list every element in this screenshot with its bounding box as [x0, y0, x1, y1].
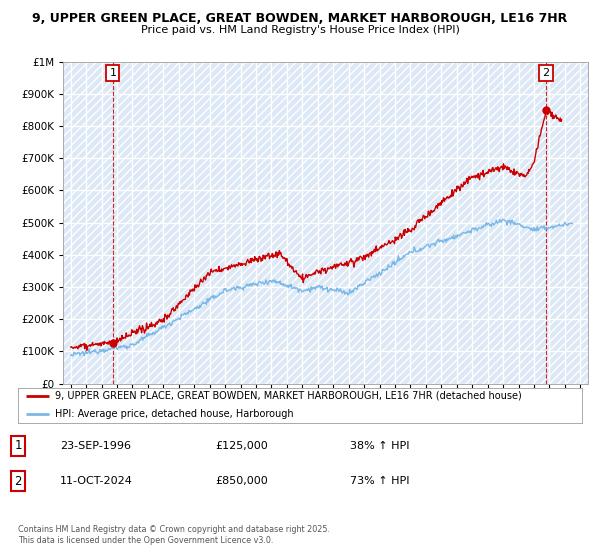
Text: 1: 1 [14, 440, 22, 452]
Text: £125,000: £125,000 [215, 441, 268, 451]
Text: 9, UPPER GREEN PLACE, GREAT BOWDEN, MARKET HARBOROUGH, LE16 7HR: 9, UPPER GREEN PLACE, GREAT BOWDEN, MARK… [32, 12, 568, 25]
Text: 2: 2 [14, 474, 22, 488]
Text: £850,000: £850,000 [215, 476, 268, 486]
Text: 2: 2 [542, 68, 550, 78]
Text: Contains HM Land Registry data © Crown copyright and database right 2025.
This d: Contains HM Land Registry data © Crown c… [18, 525, 330, 545]
Text: 1: 1 [109, 68, 116, 78]
Text: 38% ↑ HPI: 38% ↑ HPI [350, 441, 409, 451]
Text: 73% ↑ HPI: 73% ↑ HPI [350, 476, 409, 486]
Text: 11-OCT-2024: 11-OCT-2024 [60, 476, 133, 486]
Text: HPI: Average price, detached house, Harborough: HPI: Average price, detached house, Harb… [55, 409, 293, 419]
Text: 23-SEP-1996: 23-SEP-1996 [60, 441, 131, 451]
Text: Price paid vs. HM Land Registry's House Price Index (HPI): Price paid vs. HM Land Registry's House … [140, 25, 460, 35]
Text: 9, UPPER GREEN PLACE, GREAT BOWDEN, MARKET HARBOROUGH, LE16 7HR (detached house): 9, UPPER GREEN PLACE, GREAT BOWDEN, MARK… [55, 391, 521, 401]
